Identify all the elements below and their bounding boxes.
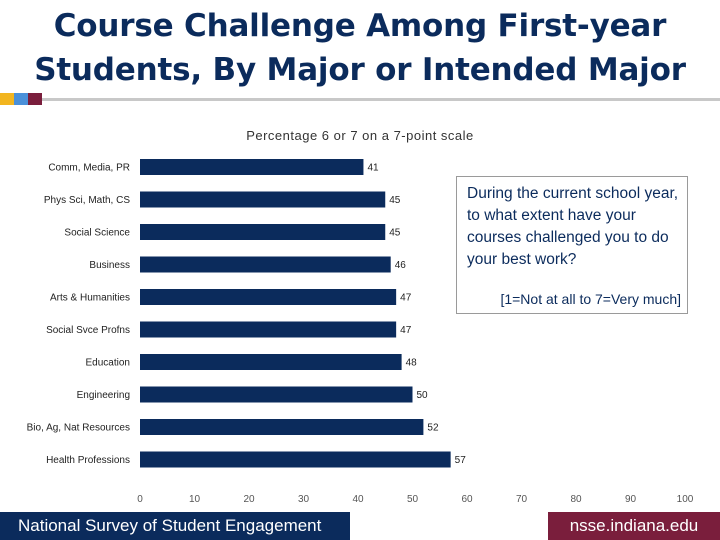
bar — [140, 256, 391, 273]
category-label: Bio, Ag, Nat Resources — [27, 423, 130, 434]
x-tick-label: 70 — [516, 494, 528, 505]
bar — [140, 224, 386, 240]
data-label: 41 — [367, 163, 379, 174]
bar — [140, 386, 413, 403]
bar — [140, 159, 364, 175]
title-line-1: Course Challenge Among First-year — [53, 8, 667, 44]
survey-scale-text: [1=Not at all to 7=Very much] — [500, 291, 681, 307]
x-tick-label: 40 — [352, 494, 364, 505]
data-label: 46 — [395, 260, 407, 271]
category-label: Comm, Media, PR — [48, 163, 130, 174]
bar — [140, 289, 397, 305]
x-tick-label: 90 — [625, 494, 637, 505]
data-label: 48 — [406, 358, 418, 369]
x-tick-label: 80 — [570, 494, 582, 505]
title-line-2: Students, By Major or Intended Major — [34, 52, 686, 88]
footer-org-name: National Survey of Student Engagement — [0, 512, 350, 540]
bar — [140, 191, 386, 208]
bar — [140, 419, 424, 435]
accent-stripe-blue — [14, 93, 28, 105]
category-label: Arts & Humanities — [50, 293, 130, 304]
category-label: Social Svce Profns — [46, 325, 130, 336]
bar — [140, 451, 451, 468]
survey-question-box: During the current school year, to what … — [456, 176, 688, 314]
category-label: Health Professions — [46, 455, 130, 466]
chart-subtitle: Percentage 6 or 7 on a 7-point scale — [246, 128, 474, 143]
data-label: 47 — [400, 293, 412, 304]
survey-question-text: During the current school year, to what … — [467, 185, 679, 268]
category-label: Phys Sci, Math, CS — [44, 195, 130, 206]
category-label: Education — [86, 358, 130, 369]
footer-website: nsse.indiana.edu — [548, 512, 720, 540]
category-label: Social Science — [64, 228, 130, 239]
x-tick-label: 100 — [677, 494, 694, 505]
x-tick-label: 10 — [189, 494, 201, 505]
header-divider — [42, 98, 720, 101]
x-tick-label: 60 — [461, 494, 473, 505]
category-label: Engineering — [77, 390, 130, 401]
accent-stripe-maroon — [28, 93, 42, 105]
data-label: 45 — [389, 228, 401, 239]
x-tick-label: 50 — [407, 494, 419, 505]
bar — [140, 354, 402, 370]
data-label: 45 — [389, 195, 401, 206]
x-tick-label: 30 — [298, 494, 310, 505]
data-label: 47 — [400, 325, 412, 336]
slide-title: Course Challenge Among First-year Studen… — [0, 4, 720, 92]
bar — [140, 321, 397, 338]
data-label: 57 — [455, 455, 467, 466]
category-label: Business — [89, 260, 130, 271]
x-tick-label: 20 — [243, 494, 255, 505]
bar-chart: Comm, Media, PR 41 Phys Sci, Math, CS 45 Soc… — [27, 159, 694, 505]
data-label: 50 — [417, 390, 429, 401]
accent-stripe-gold — [0, 93, 14, 105]
x-tick-label: 0 — [137, 494, 143, 505]
data-label: 52 — [427, 423, 439, 434]
